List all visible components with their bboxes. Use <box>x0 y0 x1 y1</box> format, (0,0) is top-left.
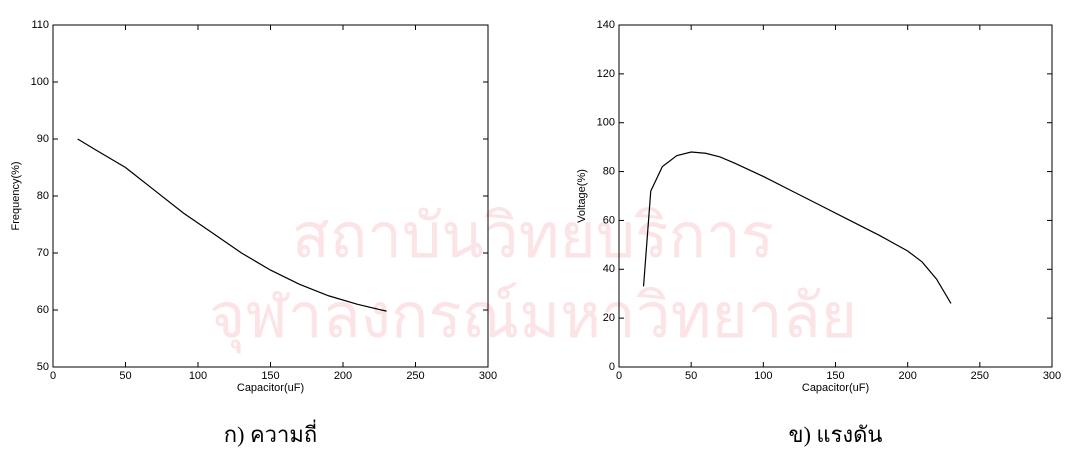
x-tick-label: 50 <box>685 370 697 382</box>
y-tick-label: 110 <box>31 19 49 31</box>
caption: ก) ความถี่ <box>224 419 317 447</box>
y-tick-label: 20 <box>603 312 615 324</box>
x-axis-label: Capacitor(uF) <box>237 382 304 394</box>
x-tick-label: 100 <box>189 370 207 382</box>
y-tick-label: 120 <box>597 68 615 80</box>
x-tick-label: 200 <box>334 370 352 382</box>
y-tick-label: 90 <box>37 133 49 145</box>
line <box>642 151 952 304</box>
y-tick-label: 140 <box>597 19 615 31</box>
x-tick-label: 150 <box>261 370 279 382</box>
x-tick-label: 300 <box>479 370 497 382</box>
x-tick-label: 250 <box>971 370 989 382</box>
y-tick-label: 100 <box>597 117 615 129</box>
x-tick-label: 300 <box>1043 370 1061 382</box>
y-tick-label: 60 <box>37 304 49 316</box>
y-tick-label: 70 <box>37 247 49 259</box>
x-tick-label: 200 <box>898 370 916 382</box>
line <box>77 138 387 312</box>
x-tick-label: 250 <box>406 370 424 382</box>
y-tick-label: 40 <box>603 263 615 275</box>
watermark: สถาบันวิทยบริการ <box>292 199 774 272</box>
x-tick-label: 0 <box>50 370 56 382</box>
y-tick-label: 80 <box>603 165 615 177</box>
x-tick-label: 50 <box>119 370 131 382</box>
caption: ข) แรงดัน <box>789 422 883 447</box>
x-tick-label: 150 <box>826 370 844 382</box>
y-axis-label: Voltage(%) <box>576 169 588 223</box>
watermark: จุฬาลงกรณ์มหาวิทยาลัย <box>209 279 857 353</box>
x-tick-label: 100 <box>754 370 772 382</box>
y-tick-label: 50 <box>37 361 49 373</box>
y-tick-label: 60 <box>603 214 615 226</box>
y-tick-label: 80 <box>37 190 49 202</box>
y-tick-label: 0 <box>609 361 615 373</box>
x-tick-label: 0 <box>616 370 622 382</box>
y-axis-label: Frequency(%) <box>10 161 22 230</box>
y-tick-label: 100 <box>31 76 49 88</box>
x-axis-label: Capacitor(uF) <box>802 382 869 394</box>
